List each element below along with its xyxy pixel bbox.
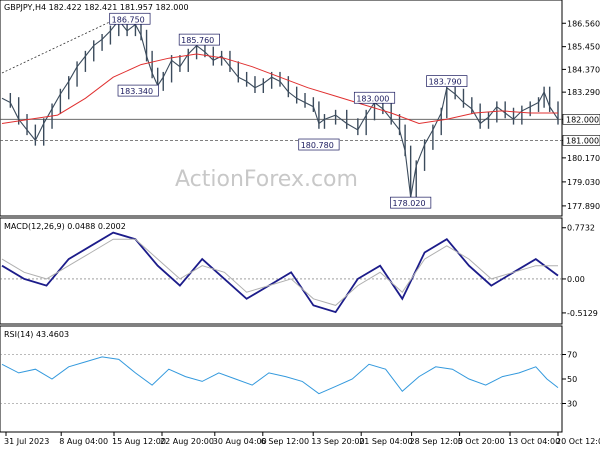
macd-ytick-label: -0.5129	[567, 309, 598, 318]
price-annotation-box	[109, 12, 151, 25]
price-ytick-label: 179.030	[567, 178, 600, 187]
price-annotation-box	[390, 196, 432, 209]
x-tick-label: 21 Sep 04:00	[359, 437, 412, 446]
price-annotation-label: 180.780	[301, 141, 334, 150]
x-tick-label: 5 Oct 20:00	[458, 437, 505, 446]
x-tick-label: 28 Sep 12:00	[410, 437, 463, 446]
x-tick-label: 31 Jul 2023	[4, 437, 49, 446]
level-label: 182.000	[566, 115, 599, 124]
x-tick-label: 20 Oct 12:00	[556, 437, 600, 446]
rsi-ytick-label: 50	[567, 375, 577, 384]
price-annotation-label: 185.760	[181, 36, 214, 45]
price-line	[1, 19, 559, 198]
level-tag	[562, 135, 600, 146]
rsi-ytick-label: 70	[567, 351, 577, 360]
price-ytick-label: 180.170	[567, 154, 600, 163]
rsi-ytick-label: 30	[567, 400, 577, 409]
x-tick-label: 6 Sep 12:00	[261, 437, 309, 446]
macd-panel	[0, 217, 563, 325]
rsi-panel	[0, 325, 563, 433]
macd-line	[1, 231, 559, 314]
x-tick-label: 22 Aug 20:00	[160, 437, 214, 446]
price-annotation-label: 183.340	[120, 87, 153, 96]
price-ytick-label: 177.890	[567, 202, 600, 211]
price-panel	[0, 0, 563, 217]
price-annotation-box	[178, 33, 220, 46]
trendline	[1, 19, 114, 74]
x-tick-label: 30 Aug 04:00	[213, 437, 267, 446]
level-tag	[562, 114, 600, 125]
macd-header: MACD(12,26,9) 0.0488 0.2002	[4, 222, 126, 231]
price-annotation-label: 183.790	[429, 78, 462, 87]
x-tick-label: 13 Sep 20:00	[311, 437, 364, 446]
signal-line	[1, 238, 558, 306]
price-ytick-label: 183.290	[567, 88, 600, 97]
moving-average-line	[1, 53, 558, 125]
watermark: ActionForex.com	[175, 167, 358, 192]
level-label: 181.000	[566, 136, 599, 145]
rsi-line	[1, 356, 559, 395]
macd-ytick-label: 0.7732	[567, 224, 595, 233]
price-annotation-label: 178.020	[392, 199, 425, 208]
x-tick-label: 13 Oct 04:00	[508, 437, 560, 446]
price-ytick-label: 185.450	[567, 43, 600, 52]
price-annotation-box	[298, 138, 340, 151]
rsi-header: RSI(14) 43.4603	[4, 330, 69, 339]
price-header: GBPJPY,H4 182.422 182.421 181.957 182.00…	[4, 3, 189, 12]
price-ytick-label: 184.370	[567, 65, 600, 74]
x-tick-label: 8 Aug 04:00	[59, 437, 108, 446]
price-annotation-label: 183.000	[356, 94, 389, 103]
macd-ytick-label: 0.00	[567, 275, 585, 284]
price-ytick-label: 186.560	[567, 19, 600, 28]
price-annotation-box	[353, 91, 396, 104]
price-annotation-box	[117, 84, 159, 97]
price-annotation-label: 186.750	[112, 15, 145, 24]
price-annotation-box	[426, 75, 468, 87]
x-tick-label: 15 Aug 12:00	[112, 437, 166, 446]
